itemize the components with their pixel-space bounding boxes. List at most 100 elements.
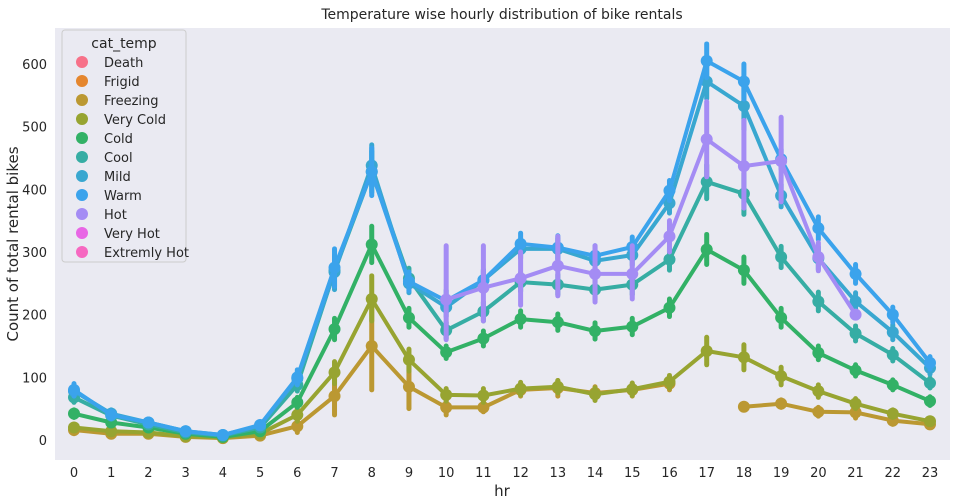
data-point (849, 327, 862, 340)
legend-marker (76, 132, 88, 144)
data-point (105, 425, 118, 438)
data-point (924, 395, 936, 408)
data-point (700, 54, 713, 67)
data-point (812, 385, 825, 398)
data-point (812, 295, 825, 308)
data-point (700, 345, 713, 358)
series-line (72, 58, 932, 437)
legend-label: Very Cold (104, 113, 166, 128)
data-point (663, 253, 676, 266)
data-point (812, 251, 825, 264)
legend: cat_temp Death Frigid Freezing Very Cold Col… (61, 29, 189, 263)
x-tick-label: 1 (107, 466, 115, 481)
x-tick-label: 4 (219, 466, 227, 481)
data-point (365, 340, 378, 352)
legend-marker (76, 246, 88, 258)
data-point (440, 388, 453, 401)
data-point (737, 264, 750, 277)
data-point (737, 160, 750, 173)
series-hot (440, 99, 862, 343)
data-point (849, 406, 862, 419)
x-tick-label: 8 (368, 466, 376, 481)
x-tick-label: 18 (736, 466, 753, 481)
x-tick-label: 10 (438, 466, 455, 481)
y-tick-label: 500 (22, 121, 47, 136)
plot-area (55, 28, 950, 460)
data-point (402, 353, 415, 366)
series-line (445, 137, 858, 316)
x-tick-label: 21 (847, 466, 864, 481)
legend-marker (76, 151, 88, 163)
data-point (700, 133, 713, 146)
data-point (700, 243, 713, 256)
data-point (551, 316, 564, 329)
data-point (365, 238, 378, 251)
data-point (514, 237, 527, 250)
data-point (551, 259, 564, 272)
data-point (849, 364, 862, 377)
legend-label: Cool (104, 151, 133, 166)
data-point (514, 313, 527, 326)
y-axis-label: Count of total rental bikes (4, 146, 22, 341)
x-tick-label: 2 (144, 466, 152, 481)
data-point (402, 311, 415, 324)
data-point (328, 261, 341, 274)
legend-marker (76, 75, 88, 87)
data-point (663, 375, 676, 388)
data-point (924, 356, 936, 369)
data-point (440, 401, 453, 414)
legend-label: Freezing (104, 94, 159, 109)
x-tick-label: 6 (293, 466, 301, 481)
x-tick-label: 20 (810, 466, 827, 481)
data-point (254, 418, 267, 431)
data-point (700, 175, 713, 188)
x-tick-label: 23 (922, 466, 939, 481)
data-point (402, 275, 415, 288)
x-tick-label: 11 (475, 466, 492, 481)
data-point (812, 222, 825, 235)
data-point (328, 323, 341, 336)
legend-label: Warm (104, 189, 142, 204)
x-tick-label: 5 (256, 466, 264, 481)
data-point (886, 378, 899, 391)
data-point (924, 376, 936, 389)
y-tick-label: 100 (22, 371, 47, 386)
chart-title: Temperature wise hourly distribution of … (320, 7, 682, 23)
data-point (775, 251, 788, 264)
data-point (179, 425, 192, 438)
x-tick-label: 19 (773, 466, 790, 481)
series-layer (68, 41, 936, 445)
data-point (849, 295, 862, 308)
data-point (514, 272, 527, 285)
y-tick-label: 300 (22, 246, 47, 261)
x-tick-label: 3 (182, 466, 190, 481)
data-point (886, 407, 899, 420)
data-point (737, 351, 750, 364)
legend-label: Very Hot (104, 227, 160, 242)
x-tick-label: 0 (70, 466, 78, 481)
data-point (291, 408, 304, 421)
data-point (477, 332, 490, 345)
x-tick-label: 13 (550, 466, 567, 481)
data-point (514, 382, 527, 395)
legend-label: Death (104, 56, 143, 71)
data-point (216, 428, 229, 441)
data-point (812, 346, 825, 359)
data-point (886, 308, 899, 321)
x-tick-label: 17 (698, 466, 715, 481)
legend-title: cat_temp (91, 36, 157, 52)
data-point (291, 420, 304, 433)
series-cold (68, 223, 936, 443)
data-point (663, 301, 676, 314)
legend-label: Cold (104, 132, 133, 147)
data-point (626, 320, 639, 333)
data-point (849, 397, 862, 410)
data-point (328, 366, 341, 379)
data-point (589, 388, 602, 401)
data-point (477, 281, 490, 294)
data-point (440, 346, 453, 359)
data-point (68, 407, 80, 420)
legend-marker (76, 170, 88, 182)
x-axis-label: hr (494, 482, 511, 500)
